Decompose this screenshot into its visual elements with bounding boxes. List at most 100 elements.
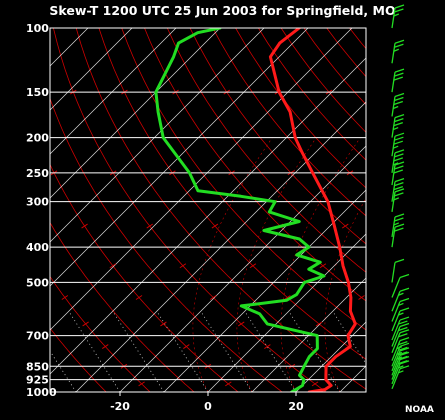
wind-barb-half-flag (392, 162, 399, 166)
adiabat-marker (179, 263, 187, 269)
wind-barb (391, 258, 405, 283)
wind-barb-half-flag (398, 312, 404, 316)
isotherm (50, 28, 133, 111)
adiabat-marker (428, 90, 434, 94)
chart-title: Skew-T 1200 UTC 25 Jun 2003 for Springfi… (49, 3, 396, 18)
adiabat-marker (40, 264, 46, 268)
adiabat-marker (109, 263, 117, 269)
dry-adiabat (258, 28, 366, 161)
wind-barb-flag (399, 316, 410, 321)
dry-adiabat (235, 28, 366, 189)
isotherm (50, 57, 366, 375)
wind-barb-staff (391, 43, 396, 64)
wind-barb-flag (399, 365, 410, 370)
x-tick-label: 20 (288, 400, 304, 413)
wind-barb-flag (398, 341, 408, 346)
wind-barb-flag (394, 227, 404, 232)
wind-barb-staff (391, 96, 396, 117)
wind-barb-flag (399, 287, 410, 292)
wind-barb (391, 132, 405, 157)
dry-adiabat (50, 275, 151, 392)
dry-adiabat (418, 28, 445, 392)
isotherm (50, 28, 221, 199)
wind-barb (391, 322, 410, 347)
wind-barb-half-flag (392, 126, 399, 131)
pressure-tick-label: 100 (26, 22, 49, 35)
wind-barb-half-flag (393, 13, 400, 17)
moist-adiabat (369, 138, 445, 392)
pressure-tick-label: 400 (26, 241, 49, 254)
adiabat-marker (373, 364, 379, 368)
adiabat-marker (249, 263, 257, 269)
wind-barb (391, 4, 405, 29)
wind-barb-flag (394, 117, 404, 123)
moist-adiabat (236, 137, 317, 392)
adiabat-marker (81, 223, 88, 229)
wind-barb-flag (394, 39, 405, 44)
wind-barb-flag (398, 360, 408, 365)
pressure-tick-label: 850 (26, 360, 49, 373)
adiabat-marker (146, 223, 154, 229)
wind-barb (391, 213, 405, 238)
wind-barb (391, 39, 405, 64)
dry-adiabat (50, 327, 107, 392)
adiabat-marker (319, 263, 327, 269)
wind-barb-flag (393, 169, 404, 174)
wind-barb-flag (399, 360, 410, 365)
wind-barb-flag (394, 188, 405, 193)
wind-barb (391, 360, 410, 385)
wind-barb-half-flag (392, 105, 399, 110)
adiabat-marker (160, 321, 167, 327)
wind-barb (391, 307, 410, 332)
adiabat-marker (433, 295, 439, 299)
adiabat-marker (311, 381, 319, 387)
adiabat-marker (407, 224, 413, 228)
adiabat-marker (16, 224, 22, 228)
x-tick-label: -20 (110, 400, 130, 413)
wind-barb-half-flag (393, 197, 400, 201)
wind-barb-flag (394, 182, 404, 187)
wind-barb-flag (398, 326, 408, 332)
wind-barb-flag (398, 351, 408, 356)
wind-barb-flag (394, 149, 405, 154)
wind-barb-flag (399, 337, 410, 342)
wind-barb-staff (391, 117, 396, 138)
adiabat-marker (138, 381, 145, 387)
adiabat-marker (225, 381, 232, 387)
noaa-credit: NOAA (405, 405, 434, 415)
dewpoint-line (154, 28, 326, 392)
adiabat-marker (183, 344, 190, 349)
moist-adiabat (280, 137, 361, 392)
isotherm (50, 28, 353, 331)
isotherm (50, 28, 177, 155)
wind-barb-flag (399, 347, 410, 352)
wind-barb-flag (394, 136, 404, 141)
wind-barb-flag (394, 217, 404, 222)
wind-barb-flag (399, 297, 410, 303)
wind-barb (391, 297, 410, 322)
adiabat-marker (399, 382, 405, 386)
wind-barb-flag (398, 355, 408, 360)
isotherm (75, 101, 366, 392)
wind-barb (391, 365, 410, 390)
wind-barb-flag (394, 113, 405, 119)
wind-barb-flag (394, 153, 404, 158)
wind-barb-flag (399, 356, 410, 361)
wind-barb-flag (398, 346, 408, 351)
wind-barb-half-flag (398, 302, 404, 307)
wind-barb-flag (399, 307, 410, 312)
wind-barb-half-flag (396, 346, 403, 350)
wind-barb-half-flag (396, 356, 403, 360)
wind-barb-half-flag (392, 145, 399, 149)
moist-adiabat (192, 137, 273, 392)
wind-barb-flag (394, 178, 405, 183)
x-tick-label: 0 (204, 400, 212, 413)
pressure-tick-label: 150 (26, 86, 49, 99)
wind-barb (391, 223, 405, 248)
adiabat-marker (209, 295, 217, 300)
wind-barb (391, 356, 410, 380)
wind-barb (391, 113, 405, 138)
wind-barb-flag (394, 165, 404, 170)
wind-barb-flag (399, 322, 410, 328)
wind-barb-flag (394, 132, 405, 137)
